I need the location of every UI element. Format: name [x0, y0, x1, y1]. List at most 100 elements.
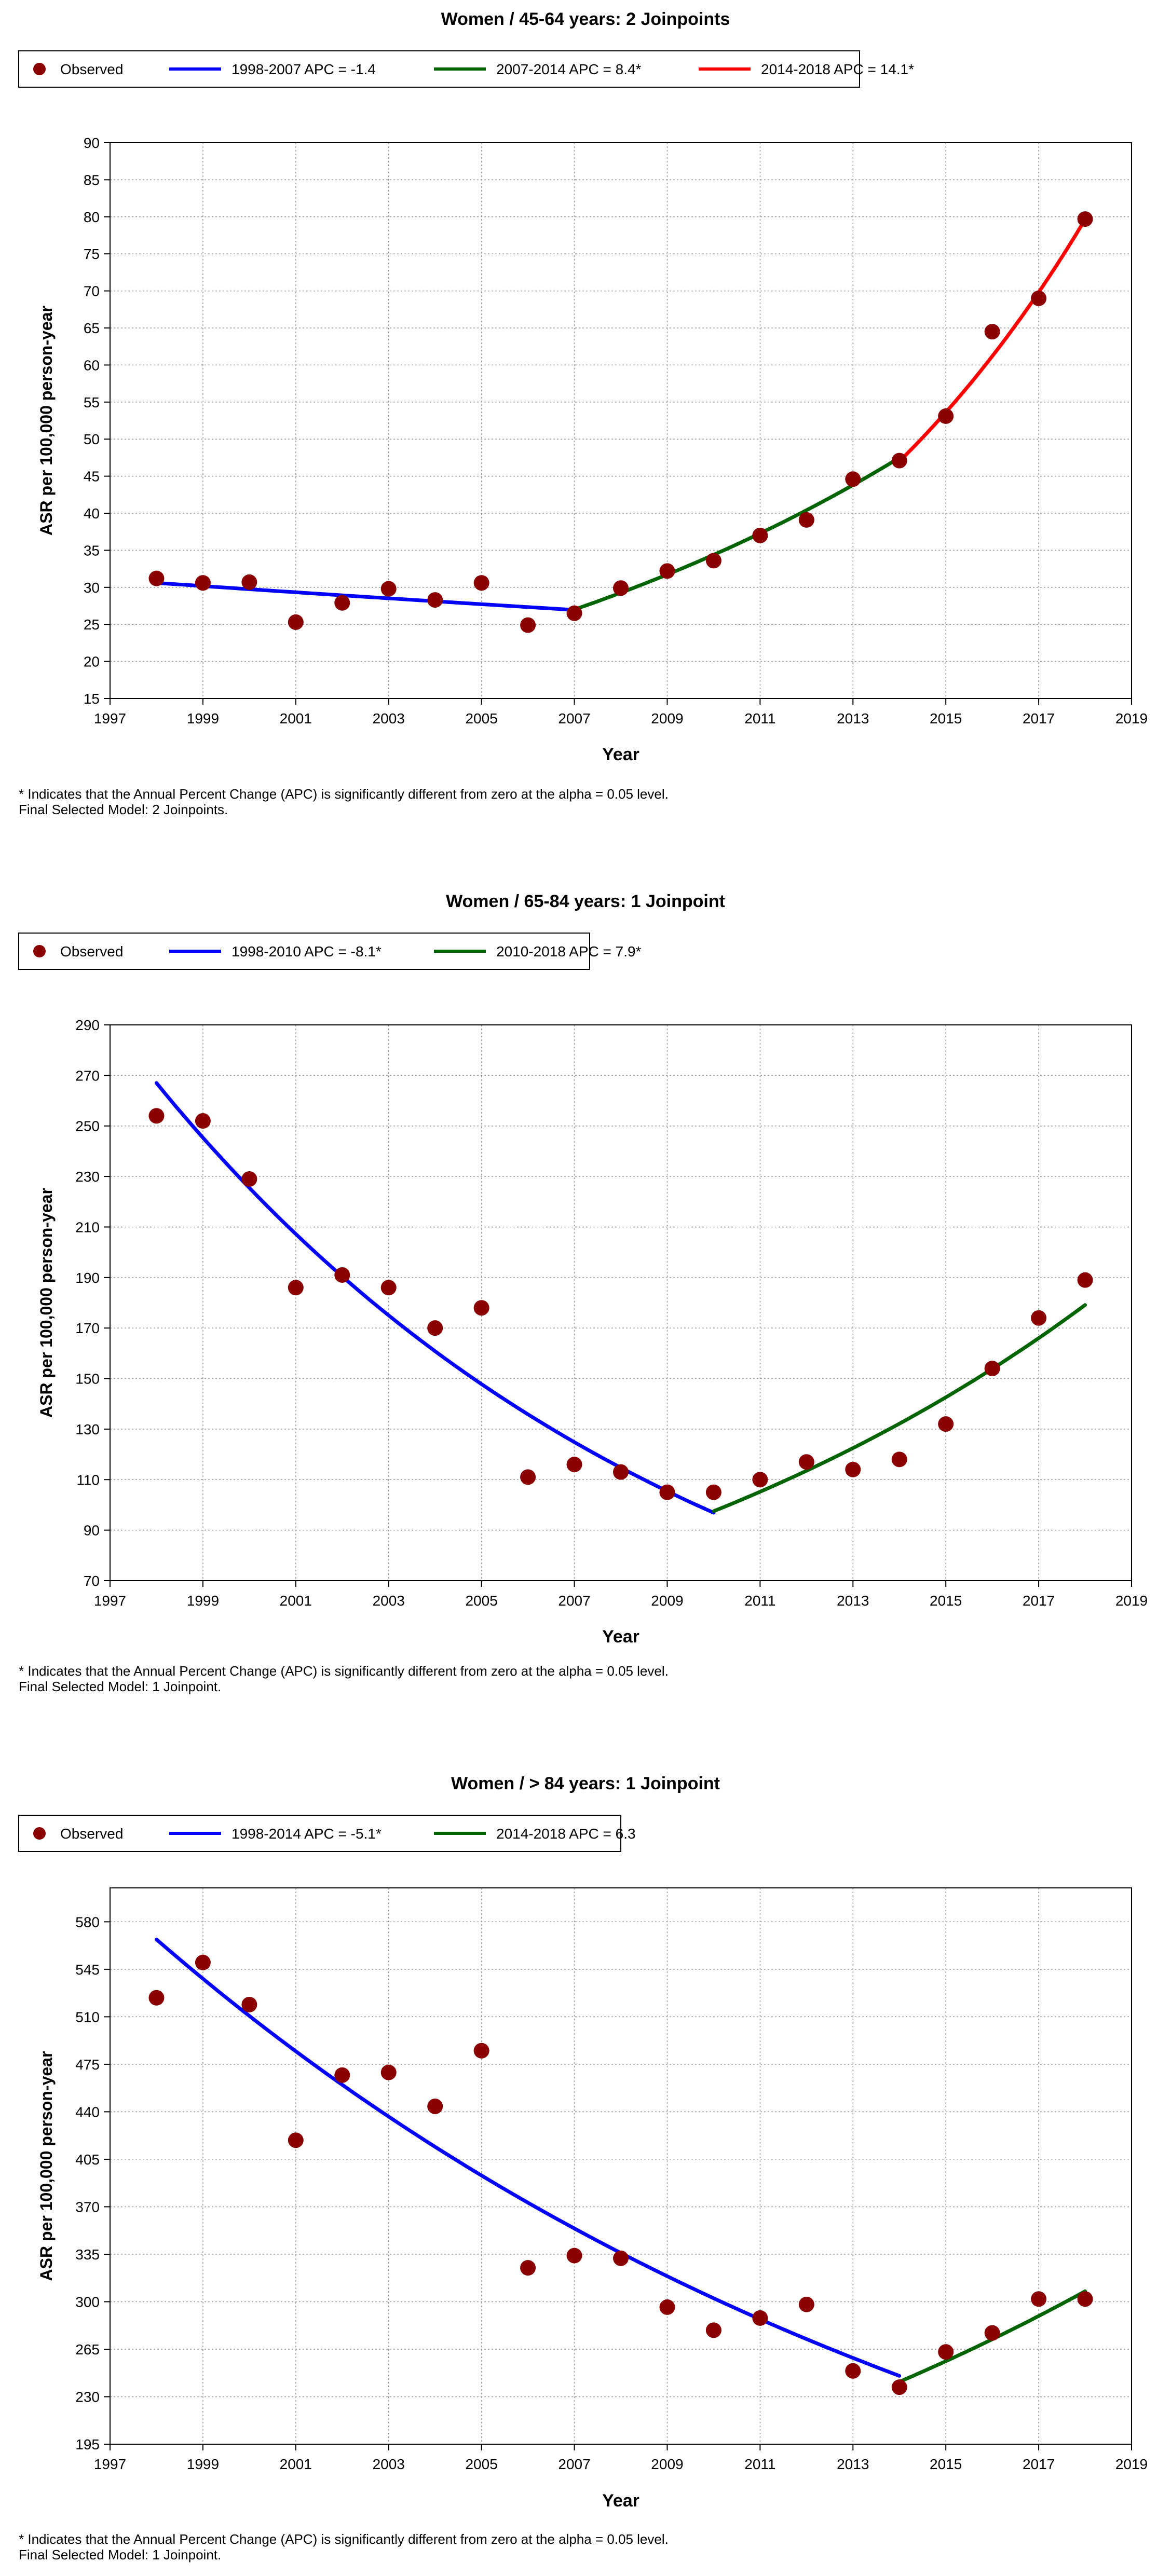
- y-tick-label: 130: [75, 1421, 100, 1437]
- model-note: Final Selected Model: 2 Joinpoints.: [19, 802, 228, 817]
- y-tick-label: 25: [84, 616, 100, 633]
- observed-point: [613, 2250, 629, 2266]
- x-axis-label: Year: [602, 745, 639, 764]
- observed-point: [288, 614, 304, 630]
- observed-point: [566, 2248, 582, 2264]
- observed-point: [288, 2132, 304, 2148]
- y-tick-label: 45: [84, 469, 100, 485]
- trend-segment-1998-2007: [155, 581, 576, 612]
- y-tick-label: 270: [75, 1067, 100, 1084]
- chart-panel-over-84: Women / > 84 years: 1 Joinpoint Observed 1…: [0, 1764, 1171, 2576]
- observed-points: [148, 1108, 1093, 1500]
- y-tick-label: 50: [84, 431, 100, 447]
- plot-frame: [110, 142, 1132, 699]
- legend-marker-observed: [33, 63, 46, 75]
- legend-label: 2007-2014 APC = 8.4*: [496, 61, 642, 77]
- x-tick-label: 2017: [1023, 710, 1055, 727]
- y-tick-label: 20: [84, 654, 100, 670]
- x-tick-label: 2011: [744, 710, 775, 727]
- chart-45-64: Women / 45-64 years: 2 Joinpoints Observe…: [18, 9, 1148, 764]
- x-tick-label: 2005: [465, 2456, 497, 2472]
- trend-segment-2010-2018: [712, 1303, 1087, 1513]
- observed-point: [891, 453, 907, 469]
- trend-segment-1998-2014: [155, 1937, 902, 2378]
- x-tick-label: 2013: [837, 2456, 869, 2472]
- x-tick-label: 2007: [558, 2456, 590, 2472]
- x-tick-label: 2017: [1023, 1593, 1055, 1609]
- observed-point: [938, 2344, 954, 2360]
- observed-point: [798, 512, 814, 528]
- chart-title: Women / > 84 years: 1 Joinpoint: [451, 1774, 720, 1793]
- y-tick-label: 335: [75, 2246, 100, 2263]
- observed-point: [566, 605, 582, 621]
- x-tick-label: 1997: [94, 2456, 126, 2472]
- observed-point: [334, 2067, 350, 2083]
- observed-point: [473, 575, 489, 591]
- y-tick-label: 230: [75, 2389, 100, 2405]
- x-tick-label: 2001: [280, 2456, 312, 2472]
- x-tick-label: 2015: [930, 710, 962, 727]
- model-note: Final Selected Model: 1 Joinpoint.: [19, 1679, 222, 1694]
- y-tick-label: 210: [75, 1219, 100, 1235]
- x-tick-label: 2019: [1115, 1593, 1148, 1609]
- observed-point: [148, 1990, 165, 2006]
- observed-point: [334, 595, 350, 611]
- x-tick-label: 2001: [280, 1593, 312, 1609]
- legend-box: [18, 933, 590, 970]
- y-tick-label: 90: [84, 1523, 100, 1539]
- x-axis-label: Year: [602, 1627, 639, 1647]
- y-tick-label: 60: [84, 357, 100, 373]
- y-tick-label: 440: [75, 2104, 100, 2120]
- legend-marker-observed: [33, 1827, 46, 1840]
- observed-point: [938, 1416, 954, 1432]
- y-tick-label: 475: [75, 2057, 100, 2073]
- observed-point: [520, 617, 536, 633]
- observed-point: [473, 1300, 489, 1316]
- plot-area: [110, 143, 1132, 698]
- x-tick-label: 2019: [1115, 2456, 1148, 2472]
- observed-point: [520, 1469, 536, 1485]
- y-tick-label: 70: [84, 283, 100, 299]
- y-axis-label: ASR per 100,000 person-year: [37, 306, 56, 536]
- significance-note: * Indicates that the Annual Percent Chan…: [19, 786, 669, 802]
- observed-point: [148, 1108, 165, 1124]
- x-tick-label: 2001: [280, 710, 312, 727]
- observed-point: [195, 1113, 211, 1129]
- y-tick-label: 250: [75, 1118, 100, 1134]
- chart-panel-65-84: Women / 65-84 years: 1 Joinpoint Observed…: [0, 882, 1171, 1733]
- observed-point: [1077, 211, 1093, 227]
- plot-frame: [110, 1887, 1132, 2445]
- observed-point: [984, 1361, 1000, 1377]
- x-tick-label: 2015: [930, 1593, 962, 1609]
- significance-note: * Indicates that the Annual Percent Chan…: [19, 1663, 669, 1679]
- y-tick-label: 75: [84, 246, 100, 262]
- x-tick-label: 2007: [558, 1593, 590, 1609]
- observed-point: [705, 553, 721, 569]
- y-tick-label: 580: [75, 1914, 100, 1930]
- observed-point: [473, 2043, 489, 2059]
- legend-label: 1998-2010 APC = -8.1*: [232, 943, 382, 960]
- chart-65-84: Women / 65-84 years: 1 Joinpoint Observed…: [18, 892, 1148, 1647]
- observed-point: [613, 580, 629, 596]
- chart-title: Women / 65-84 years: 1 Joinpoint: [446, 892, 725, 911]
- fitted-trend-lines: [155, 217, 1087, 612]
- x-tick-label: 2005: [465, 1593, 497, 1609]
- y-tick-label: 30: [84, 580, 100, 596]
- significance-note: * Indicates that the Annual Percent Chan…: [19, 2531, 669, 2547]
- plot-frame: [110, 1024, 1132, 1581]
- x-tick-label: 2015: [930, 2456, 962, 2472]
- y-tick-label: 170: [75, 1320, 100, 1336]
- y-tick-label: 370: [75, 2199, 100, 2215]
- observed-point: [984, 324, 1000, 340]
- x-tick-label: 1999: [187, 1593, 219, 1609]
- observed-point: [845, 471, 861, 487]
- observed-point: [1031, 290, 1047, 306]
- observed-point: [891, 2379, 907, 2395]
- observed-point: [659, 2299, 675, 2315]
- x-tick-label: 2011: [744, 2456, 775, 2472]
- observed-point: [798, 1454, 814, 1470]
- y-tick-label: 545: [75, 1962, 100, 1978]
- x-tick-label: 1999: [187, 710, 219, 727]
- x-tick-label: 1999: [187, 2456, 219, 2472]
- observed-point: [613, 1464, 629, 1480]
